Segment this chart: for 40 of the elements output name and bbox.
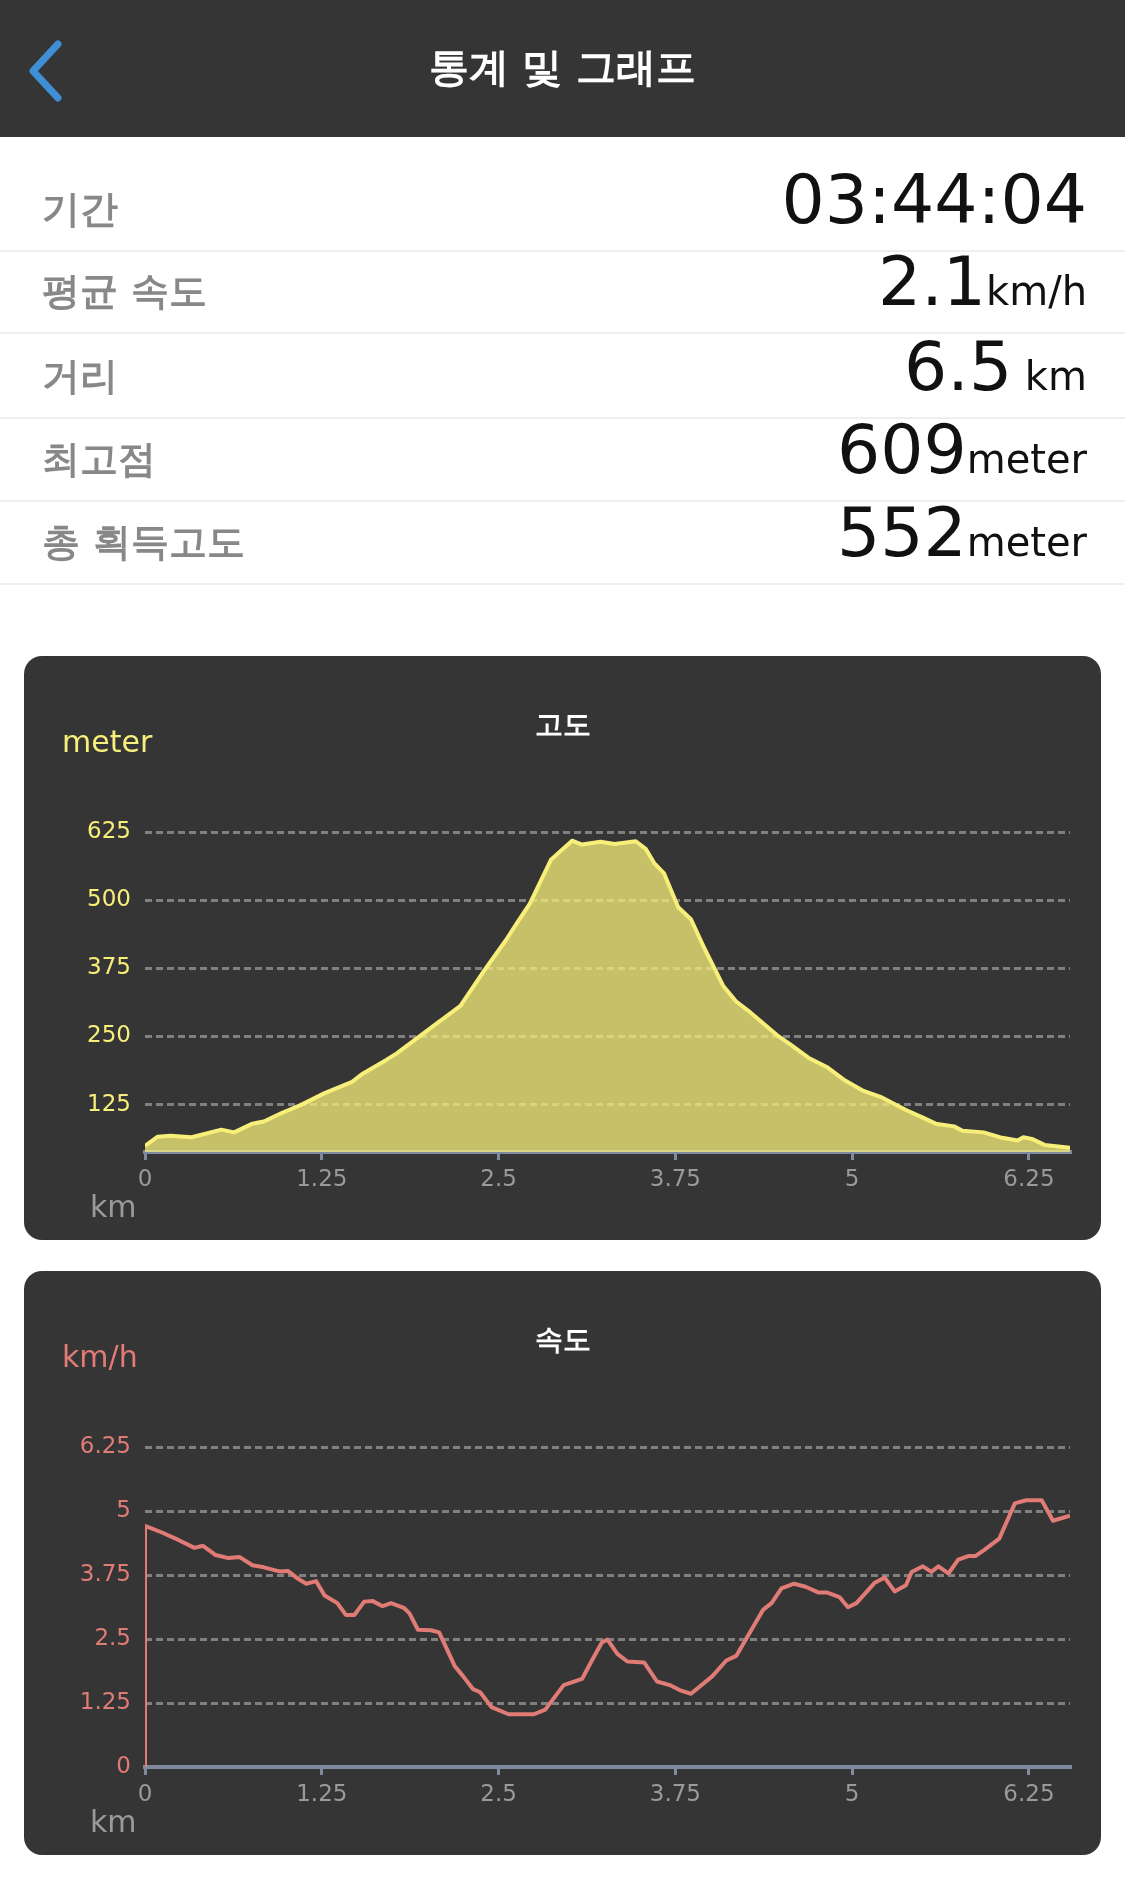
- text: 6.5 km: [904, 327, 1087, 406]
- y-tick-label: 625: [87, 816, 131, 843]
- text: 거리: [42, 353, 118, 400]
- x-tick-label: 2.5: [480, 1779, 517, 1806]
- y-tick-label: 500: [87, 885, 131, 912]
- x-tick-label: 1.25: [296, 1164, 348, 1191]
- x-axis-title: km: [90, 1804, 137, 1839]
- x-tick-label: 2.5: [480, 1164, 517, 1191]
- text: 통계 및 그래프: [427, 43, 698, 92]
- text: 609meter: [836, 410, 1087, 489]
- x-tick-label: 6.25: [1003, 1164, 1055, 1191]
- x-axis-title: km: [90, 1189, 137, 1224]
- y-tick-label: 375: [87, 953, 131, 980]
- x-tick-label: 3.75: [649, 1164, 701, 1191]
- x-tick-label: 6.25: [1003, 1779, 1055, 1806]
- y-tick-label: 125: [87, 1089, 131, 1116]
- y-tick-label: 5: [116, 1495, 131, 1522]
- chart-title: 고도: [534, 708, 591, 741]
- y-tick-label: 6.25: [79, 1431, 131, 1458]
- x-tick-label: 1.25: [296, 1779, 348, 1806]
- text: 평균 속도: [42, 268, 208, 315]
- x-tick-label: 0: [137, 1779, 153, 1806]
- y-tick-label: 2.5: [94, 1623, 131, 1650]
- y-axis-title: km/h: [62, 1339, 138, 1374]
- text: 2.1km/h: [877, 242, 1087, 321]
- x-tick-label: 5: [844, 1779, 860, 1806]
- text: 552meter: [836, 493, 1087, 572]
- y-tick-label: 250: [87, 1021, 131, 1048]
- y-tick-label: 0: [116, 1751, 131, 1778]
- text: 기간: [42, 186, 118, 233]
- x-tick-label: 3.75: [649, 1779, 701, 1806]
- x-tick-label: 5: [844, 1164, 860, 1191]
- chart-title: 속도: [534, 1323, 591, 1356]
- x-tick-label: 0: [137, 1164, 153, 1191]
- y-tick-label: 1.25: [79, 1687, 131, 1714]
- text: 03:44:04: [781, 160, 1087, 239]
- y-axis-title: meter: [62, 724, 153, 759]
- text: 최고점: [42, 436, 156, 483]
- text: 총 획득고도: [42, 519, 246, 566]
- y-tick-label: 3.75: [79, 1559, 131, 1586]
